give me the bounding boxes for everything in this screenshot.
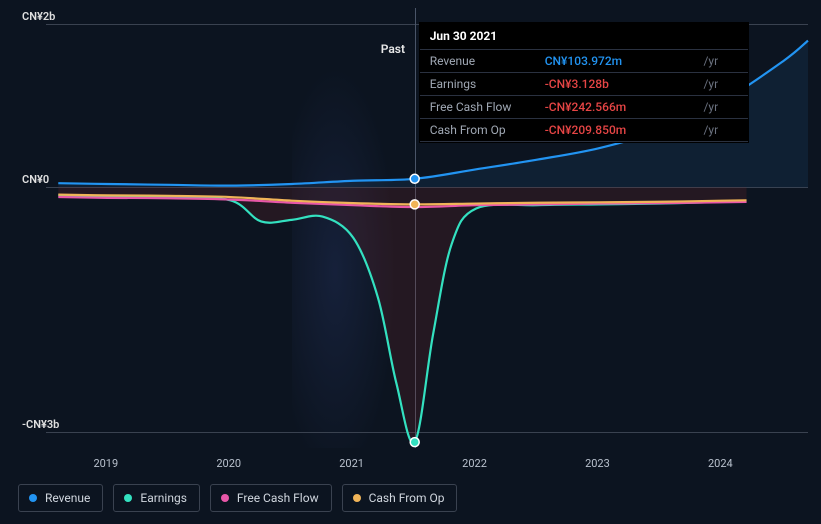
chart-marker [410, 174, 419, 183]
chart-area: CN¥2bCN¥0-CN¥3b 201920202021202220232024… [18, 8, 808, 448]
tooltip-row-unit: /yr [693, 50, 747, 73]
legend-dot-icon [221, 494, 229, 502]
tooltip-row-unit: /yr [693, 73, 747, 96]
tooltip: Jun 30 2021 RevenueCN¥103.972m/yrEarning… [419, 22, 749, 143]
legend-label: Earnings [140, 491, 187, 505]
tooltip-row: Earnings-CN¥3.128b/yr [420, 73, 748, 96]
tooltip-row-label: Earnings [420, 73, 535, 96]
legend-dot-icon [353, 494, 361, 502]
legend-label: Free Cash Flow [237, 491, 319, 505]
legend-item-cash-from-op[interactable]: Cash From Op [342, 484, 458, 512]
tooltip-row-label: Cash From Op [420, 119, 535, 142]
x-tick-label: 2022 [462, 457, 487, 470]
tooltip-row-unit: /yr [693, 96, 747, 119]
tooltip-row-unit: /yr [693, 119, 747, 142]
x-tick-label: 2023 [585, 457, 610, 470]
x-tick-label: 2021 [339, 457, 364, 470]
legend-item-revenue[interactable]: Revenue [18, 484, 103, 512]
x-tick-label: 2019 [93, 457, 118, 470]
legend-item-earnings[interactable]: Earnings [113, 484, 200, 512]
x-tick-label: 2024 [708, 457, 733, 470]
tooltip-title: Jun 30 2021 [420, 23, 748, 50]
chart-marker [410, 438, 419, 447]
tooltip-row: Free Cash Flow-CN¥242.566m/yr [420, 96, 748, 119]
tooltip-row-value: -CN¥3.128b [535, 73, 694, 96]
tooltip-row-value: -CN¥242.566m [535, 96, 694, 119]
legend-label: Revenue [45, 491, 90, 505]
tooltip-row-label: Revenue [420, 50, 535, 73]
legend-label: Cash From Op [369, 491, 445, 505]
legend-dot-icon [29, 494, 37, 502]
legend-item-free-cash-flow[interactable]: Free Cash Flow [210, 484, 332, 512]
x-tick-label: 2020 [216, 457, 241, 470]
tooltip-row: RevenueCN¥103.972m/yr [420, 50, 748, 73]
legend-dot-icon [124, 494, 132, 502]
series-fill-earnings [58, 187, 746, 443]
chart-marker [410, 200, 419, 209]
tooltip-row-value: -CN¥209.850m [535, 119, 694, 142]
tooltip-row: Cash From Op-CN¥209.850m/yr [420, 119, 748, 142]
tooltip-row-value: CN¥103.972m [535, 50, 694, 73]
tooltip-row-label: Free Cash Flow [420, 96, 535, 119]
legend: Revenue Earnings Free Cash Flow Cash From O… [18, 484, 457, 512]
